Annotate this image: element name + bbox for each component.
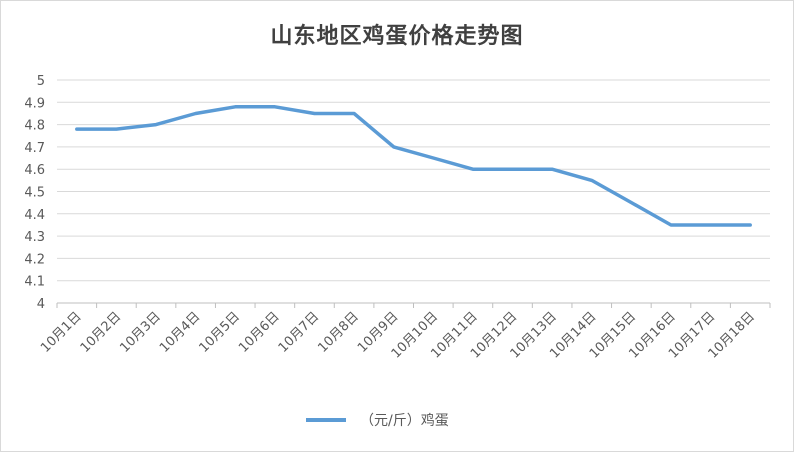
gridlines xyxy=(57,79,770,282)
x-tick-label: 10月8日 xyxy=(315,309,362,356)
y-tick-label: 4.5 xyxy=(24,186,45,201)
x-tick-label: 10月3日 xyxy=(117,309,164,356)
y-tick-label: 4.1 xyxy=(24,275,45,290)
legend-swatch xyxy=(306,418,346,422)
y-tick-label: 4.9 xyxy=(24,96,45,111)
y-tick-label: 4.8 xyxy=(24,119,45,134)
y-tick-label: 4.3 xyxy=(24,230,45,245)
x-tick-label: 10月7日 xyxy=(276,309,323,356)
x-axis xyxy=(56,302,771,308)
y-tick-label: 4.6 xyxy=(24,163,45,178)
x-tick-label: 10月1日 xyxy=(38,309,85,356)
series-lines xyxy=(75,105,752,227)
x-tick-label: 10月2日 xyxy=(78,309,125,356)
x-tick-label: 10月6日 xyxy=(236,309,283,356)
x-axis-ticks: 10月1日10月2日10月3日10月4日10月5日10月6日10月7日10月8日… xyxy=(38,309,758,361)
x-tick-label: 10月5日 xyxy=(197,309,244,356)
legend: （元/斤）鸡蛋 xyxy=(306,410,449,430)
y-tick-label: 4.4 xyxy=(24,208,45,223)
chart-title: 山东地区鸡蛋价格走势图 xyxy=(270,23,524,49)
y-axis-ticks: 4 4.1 4.2 4.3 4.4 4.5 4.6 4.7 4.8 4.9 5 xyxy=(24,74,45,312)
x-tick-label: 10月4日 xyxy=(157,309,204,356)
series-line-egg-price xyxy=(75,105,752,227)
y-tick-label: 4 xyxy=(37,297,45,312)
legend-label: （元/斤）鸡蛋 xyxy=(360,413,449,429)
y-tick-label: 4.2 xyxy=(24,252,45,267)
y-tick-label: 5 xyxy=(37,74,45,89)
y-tick-label: 4.7 xyxy=(24,141,45,156)
